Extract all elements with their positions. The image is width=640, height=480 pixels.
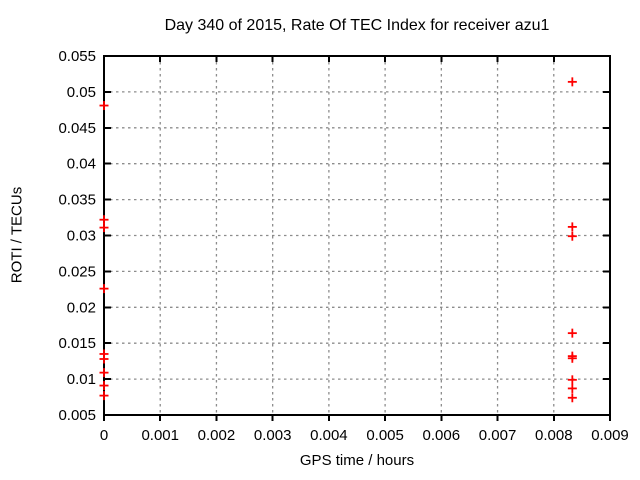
y-tick-label: 0.02 bbox=[67, 299, 96, 316]
x-tick-label: 0.002 bbox=[198, 427, 236, 444]
x-tick-label: 0.009 bbox=[591, 427, 629, 444]
y-tick-label: 0.005 bbox=[58, 407, 96, 424]
y-tick-label: 0.025 bbox=[58, 263, 96, 280]
x-tick-label: 0.007 bbox=[479, 427, 517, 444]
y-tick-label: 0.04 bbox=[67, 156, 96, 173]
y-tick-label: 0.03 bbox=[67, 228, 96, 245]
y-tick-label: 0.015 bbox=[58, 335, 96, 352]
x-tick-label: 0.008 bbox=[535, 427, 573, 444]
x-tick-label: 0.006 bbox=[423, 427, 461, 444]
y-tick-label: 0.05 bbox=[67, 84, 96, 101]
x-tick-label: 0.001 bbox=[141, 427, 179, 444]
y-tick-label: 0.035 bbox=[58, 192, 96, 209]
y-tick-label: 0.055 bbox=[58, 48, 96, 65]
y-tick-label: 0.045 bbox=[58, 120, 96, 137]
chart-title: Day 340 of 2015, Rate Of TEC Index for r… bbox=[164, 17, 550, 34]
y-tick-label: 0.01 bbox=[67, 371, 96, 388]
x-tick-label: 0.005 bbox=[366, 427, 404, 444]
x-tick-label: 0.003 bbox=[254, 427, 292, 444]
x-axis-label: GPS time / hours bbox=[299, 452, 415, 469]
x-tick-label: 0 bbox=[100, 427, 108, 444]
x-tick-label: 0.004 bbox=[310, 427, 348, 444]
